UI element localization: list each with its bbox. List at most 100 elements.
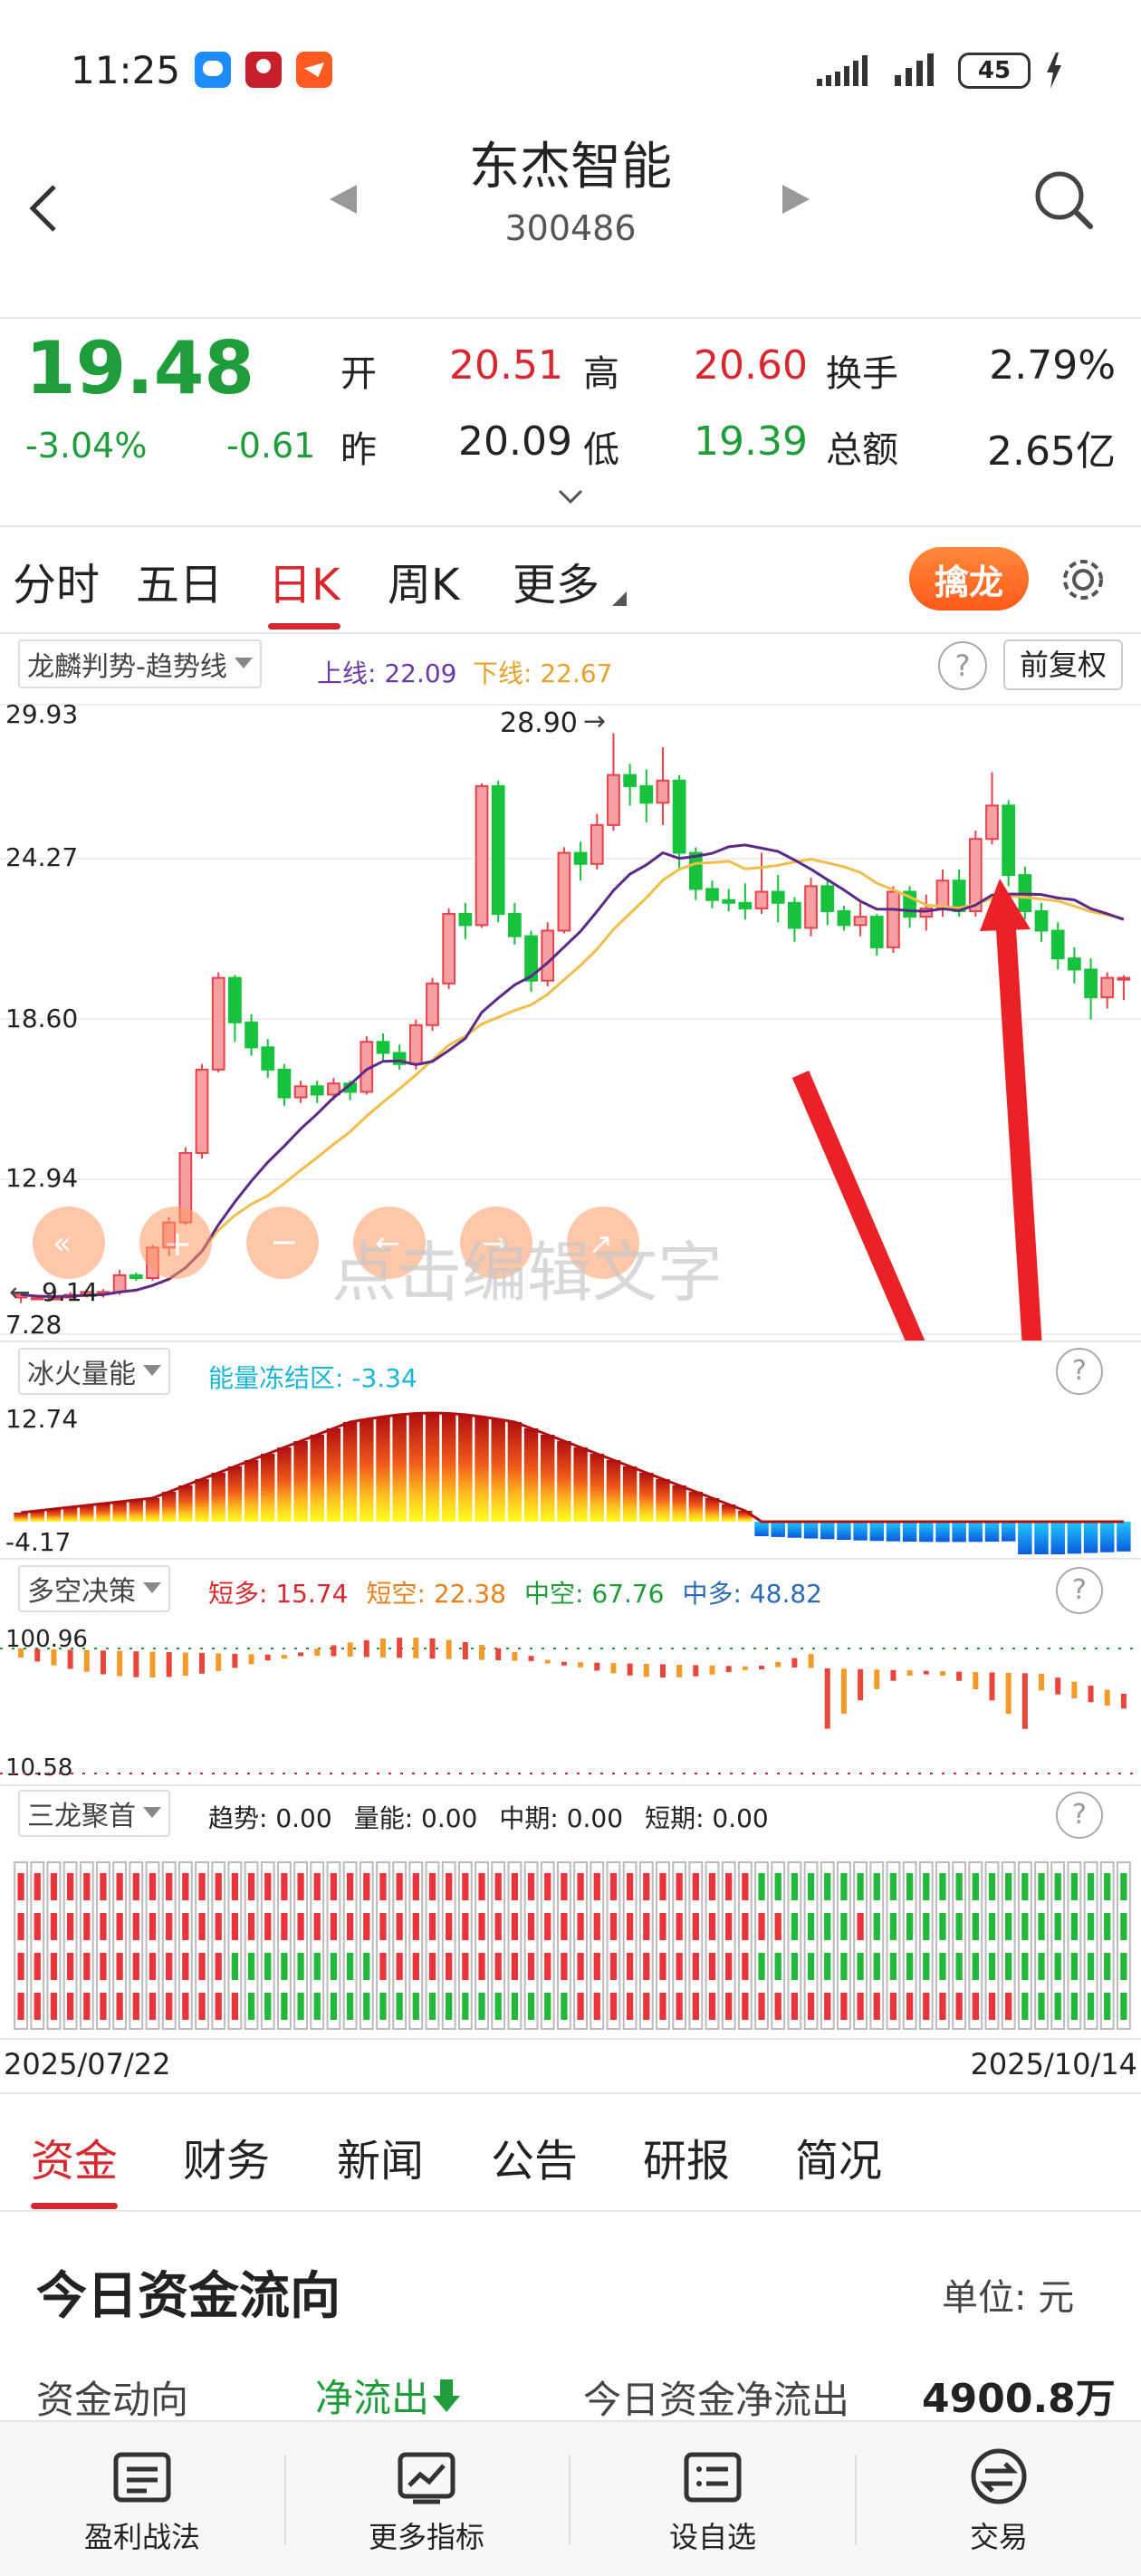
ribbon-bar [166, 1652, 172, 1677]
indicator2-select[interactable]: 冰火量能 [18, 1348, 170, 1395]
nav-strategy[interactable]: 盈利战法 [0, 2447, 284, 2556]
ribbon-bar [906, 1670, 913, 1676]
dragon-cell [873, 1913, 880, 1940]
help-button[interactable]: ? [1056, 1567, 1103, 1614]
tab-announcements[interactable]: 公告 [491, 2136, 579, 2187]
qinlong-button[interactable]: 擒龙 [909, 547, 1029, 610]
indicator4-select[interactable]: 三龙聚首 [18, 1790, 170, 1837]
dragon-cell [1087, 1953, 1095, 1980]
dragon-column [1001, 1861, 1016, 2030]
ribbon-bar [693, 1665, 699, 1677]
next-stock-button[interactable] [777, 181, 813, 221]
dragon-cell [363, 1993, 370, 2020]
divider [284, 2455, 286, 2545]
dragon-cell [363, 1873, 370, 1900]
tab-daily-k[interactable]: 日K [268, 549, 388, 630]
zoom-in-control-icon[interactable] [139, 1206, 212, 1279]
help-button[interactable]: ? [938, 641, 987, 690]
status-time: 11:25 [71, 47, 181, 92]
turnover-label: 换手 [826, 353, 898, 395]
energy-bar [507, 1422, 523, 1522]
dragon-cell [166, 1953, 173, 1980]
nav-more-indicators[interactable]: 更多指标 [284, 2447, 569, 2556]
dragon-cell [215, 1953, 222, 1980]
candle [722, 889, 736, 911]
ribbon-bar [923, 1670, 929, 1675]
nav-trade[interactable]: 交易 [857, 2447, 1141, 2556]
dragon-cell [149, 1873, 157, 1900]
dragon-column [195, 1861, 209, 2030]
dragon-cell [100, 1873, 107, 1900]
energy-bar [523, 1428, 539, 1522]
pan-right-control-icon[interactable] [460, 1206, 532, 1279]
dragon-cell [955, 1993, 963, 2020]
help-button[interactable]: ? [1056, 1348, 1103, 1395]
candle [804, 878, 818, 937]
tab-funds[interactable]: 资金 [31, 2125, 183, 2209]
dragon-column [177, 1861, 193, 2030]
flow-direction-value: 净流出 [315, 2368, 461, 2423]
dragon-cell [247, 1913, 255, 1940]
prev-close-value: 20.09 [458, 418, 572, 465]
candle [475, 783, 489, 928]
dragon-cell [66, 1913, 74, 1940]
dragon-cell [1054, 1873, 1061, 1900]
energy-bar [1018, 1522, 1032, 1554]
dragon-column [656, 1861, 670, 2030]
short-short-value: 短空: 22.38 [366, 1579, 507, 1609]
help-button[interactable]: ? [1056, 1792, 1103, 1839]
dragon-cell [379, 1913, 387, 1940]
mid-term-value: 中期: 0.00 [499, 1803, 624, 1833]
dragon-cell [676, 1913, 683, 1940]
indicator3-values: 短多: 15.74 短空: 22.38 中空: 67.76 中多: 48.82 [208, 1574, 822, 1610]
tab-reports[interactable]: 研报 [643, 2136, 731, 2187]
dragon-cell [774, 1953, 781, 1980]
dragon-cell [346, 1913, 354, 1940]
ribbon-bar [890, 1669, 896, 1681]
tab-funds-label: 资金 [31, 2136, 119, 2187]
tab-news[interactable]: 新闻 [337, 2136, 425, 2187]
candle [293, 1081, 308, 1103]
pan-left-control-icon[interactable] [353, 1206, 426, 1279]
tab-five-day[interactable]: 五日 [136, 560, 224, 610]
dragon-cell [1070, 1913, 1079, 1940]
tab-weekly-k[interactable]: 周K [388, 560, 460, 610]
zoom-out-control-icon[interactable] [246, 1206, 319, 1279]
prev-stock-button[interactable] [326, 181, 362, 221]
tab-profile[interactable]: 简况 [795, 2136, 883, 2187]
indicator1-select[interactable]: 龙麟判势-趋势线 [18, 639, 262, 688]
ribbon-bar [379, 1639, 386, 1658]
back-button[interactable] [25, 181, 62, 239]
fullscreen-control-icon[interactable] [567, 1206, 639, 1279]
candle [211, 972, 225, 1072]
candle [869, 914, 884, 956]
dragon-cell [939, 1993, 946, 2020]
dragon-cell [1054, 1993, 1061, 2020]
dragon-column [984, 1861, 1000, 2030]
stock-name: 东杰智能 [469, 138, 672, 197]
dragon-cell [1087, 1913, 1095, 1940]
tab-finance[interactable]: 财务 [183, 2136, 271, 2187]
dragon-cell [577, 1913, 584, 1940]
ribbon-bar [133, 1651, 139, 1677]
dragon-cell [593, 1993, 600, 2020]
annotation-arrow-down [791, 1071, 925, 1341]
dragon-cell [17, 1913, 24, 1940]
adjust-button[interactable]: 前复权 [1003, 639, 1123, 690]
ribbon-bar [512, 1651, 518, 1661]
dragon-cell [889, 1873, 897, 1900]
indicator3-select[interactable]: 多空决策 [18, 1565, 170, 1612]
settings-button[interactable] [1056, 553, 1110, 610]
rewind-control-icon[interactable] [33, 1206, 105, 1279]
dragon-cell [494, 1953, 502, 1980]
search-button[interactable] [1031, 168, 1096, 237]
tab-more[interactable]: 更多 [513, 560, 600, 610]
nav-watchlist[interactable]: 设自选 [570, 2447, 855, 2556]
ribbon-bar [775, 1661, 781, 1668]
tab-intraday[interactable]: 分时 [13, 560, 101, 610]
upper-line-value: 上线: 22.09 [317, 658, 457, 688]
expand-quote-button[interactable] [554, 485, 587, 511]
dragon-cell [1104, 1953, 1111, 1980]
dragon-column [129, 1861, 144, 2030]
dragon-cell [659, 1993, 666, 2020]
